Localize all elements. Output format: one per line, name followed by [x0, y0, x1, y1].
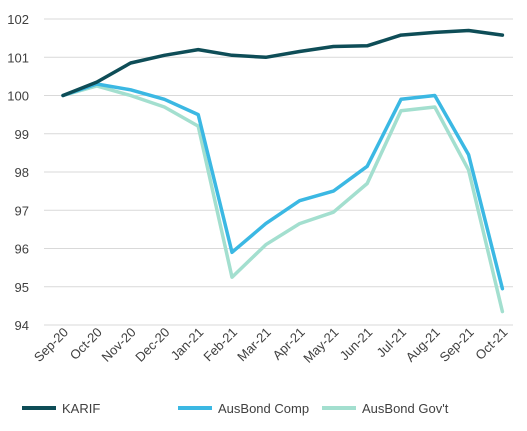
y-tick-label: 94	[15, 318, 29, 333]
legend: KARIF AusBond Comp AusBond Gov't	[22, 401, 449, 416]
y-tick-label: 95	[15, 280, 29, 295]
y-tick-label: 99	[15, 127, 29, 142]
x-tick-label: Sep-20	[31, 325, 71, 365]
y-tick-label: 100	[7, 89, 29, 104]
legend-item: AusBond Comp	[178, 401, 309, 416]
legend-label: AusBond Comp	[218, 401, 309, 416]
y-tick-label: 102	[7, 12, 29, 27]
series-line-karif	[61, 28, 505, 98]
x-tick-label: Oct-20	[67, 325, 105, 363]
x-tick-label: Jun-21	[337, 325, 376, 364]
x-tick-label: Dec-20	[132, 325, 172, 365]
y-axis-tick-labels: 94 95 96 97 98 99 100 101 102	[7, 12, 29, 333]
x-tick-label: Jan-21	[168, 325, 207, 364]
x-tick-label: Feb-21	[200, 325, 240, 365]
legend-label: AusBond Gov't	[362, 401, 449, 416]
x-tick-label: Sep-21	[436, 325, 476, 365]
x-tick-label: Aug-21	[403, 325, 443, 365]
series-line-ausbond-gov-t	[61, 84, 505, 314]
y-tick-label: 101	[7, 50, 29, 65]
x-tick-label: May-21	[300, 325, 341, 366]
x-axis-tick-labels: Sep-20Oct-20Nov-20Dec-20Jan-21Feb-21Mar-…	[31, 325, 511, 366]
y-tick-label: 96	[15, 242, 29, 257]
x-tick-label: Mar-21	[234, 325, 274, 365]
legend-item: AusBond Gov't	[322, 401, 449, 416]
legend-label: KARIF	[62, 401, 100, 416]
x-tick-label: Nov-20	[98, 325, 138, 365]
gridlines	[44, 18, 513, 326]
legend-item: KARIF	[22, 401, 100, 416]
series-lines	[61, 28, 505, 314]
y-tick-label: 97	[15, 203, 29, 218]
series-line-ausbond-comp	[61, 82, 505, 291]
x-tick-label: Oct-21	[472, 325, 510, 363]
y-tick-label: 98	[15, 165, 29, 180]
